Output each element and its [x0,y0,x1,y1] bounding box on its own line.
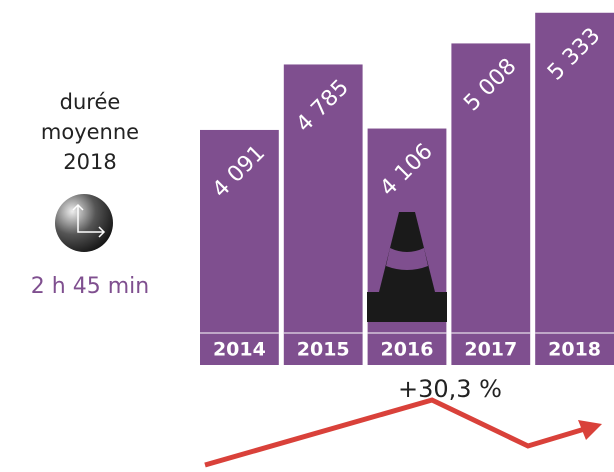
side-value: 2 h 45 min [31,274,149,299]
x-tick-label: 2018 [548,339,601,361]
bar [283,64,363,365]
side-label: 2018 [63,150,116,174]
bar [200,129,279,365]
x-tick-label: 2016 [381,339,434,361]
trend-arrow [204,397,602,468]
cone-stripe [386,248,428,270]
x-tick-label: 2017 [464,339,517,361]
side-label: durée [60,90,121,114]
side-label: moyenne [41,120,139,144]
bar [451,43,531,365]
clock-icon [55,194,113,252]
bar [535,12,614,366]
cone-icon [367,212,447,322]
x-tick-label: 2014 [213,339,266,361]
x-tick-label: 2015 [297,339,350,361]
change-label: +30,3 % [398,375,502,403]
